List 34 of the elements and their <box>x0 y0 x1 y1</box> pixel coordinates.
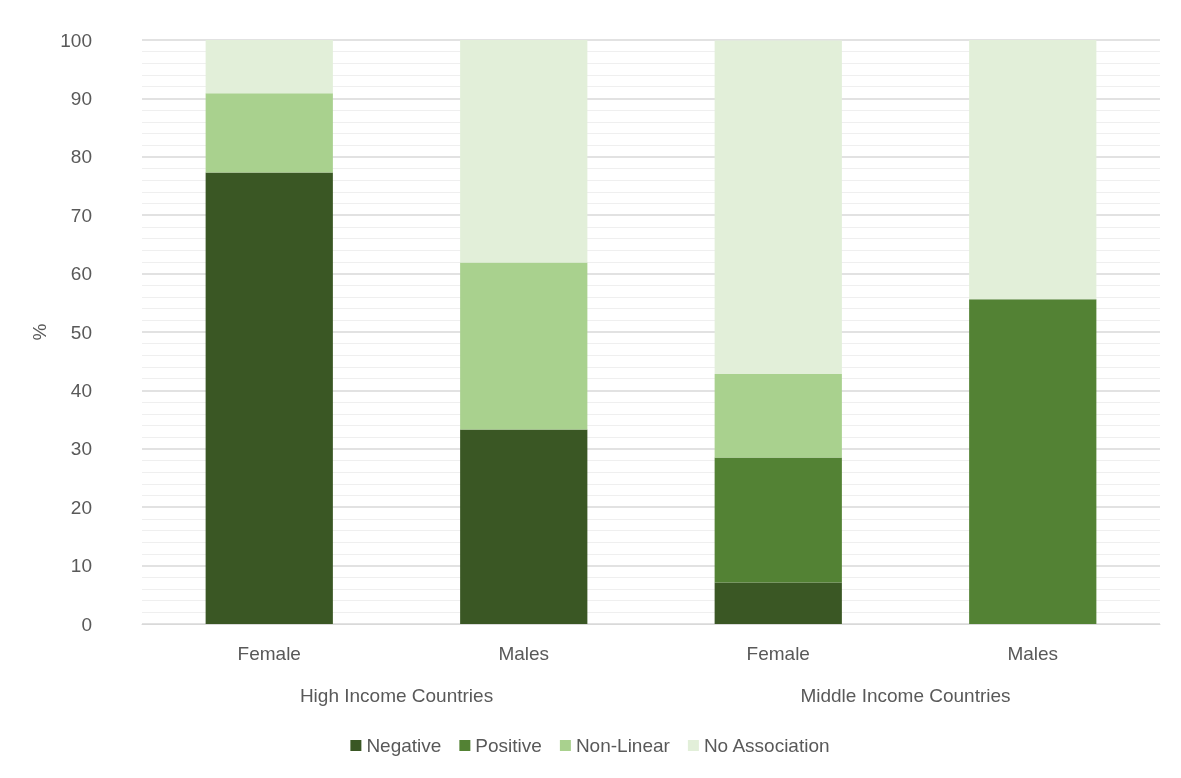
y-tick-label: 70 <box>70 204 92 226</box>
legend-label: Non-Linear <box>575 735 671 756</box>
y-tick-label: 60 <box>70 263 92 285</box>
y-tick-label: 50 <box>70 321 92 343</box>
bar <box>460 262 588 430</box>
bar <box>714 582 842 624</box>
x-tick-label: Males <box>1007 643 1059 664</box>
y-tick-label: 10 <box>70 555 92 577</box>
bar <box>205 40 333 94</box>
bar <box>969 40 1097 300</box>
text: High Income Countries <box>299 685 494 706</box>
y-tick-label: 20 <box>70 496 92 518</box>
legend-label: No Association <box>703 735 830 756</box>
bar <box>714 374 842 458</box>
bar <box>460 40 588 263</box>
bar <box>460 429 588 624</box>
text: Middle Income Countries <box>800 685 1011 706</box>
bar <box>205 93 333 173</box>
legend-label: Negative <box>366 735 442 756</box>
bar <box>714 457 842 583</box>
bar <box>714 40 842 375</box>
bar <box>969 299 1097 624</box>
legend-label: Positive <box>475 735 542 756</box>
x-tick-label: Males <box>498 643 550 664</box>
x-tick-label: Female <box>237 643 301 664</box>
y-tick-label: 0 <box>81 613 92 635</box>
y-tick-label: 40 <box>70 379 92 401</box>
x-tick-label: Female <box>746 643 810 664</box>
y-axis-title: % <box>29 323 51 341</box>
y-tick-label: 90 <box>70 87 92 109</box>
y-tick-label: 80 <box>70 146 92 168</box>
y-tick-label: 100 <box>60 29 92 51</box>
bar <box>205 172 333 624</box>
y-tick-label: 30 <box>70 438 92 460</box>
